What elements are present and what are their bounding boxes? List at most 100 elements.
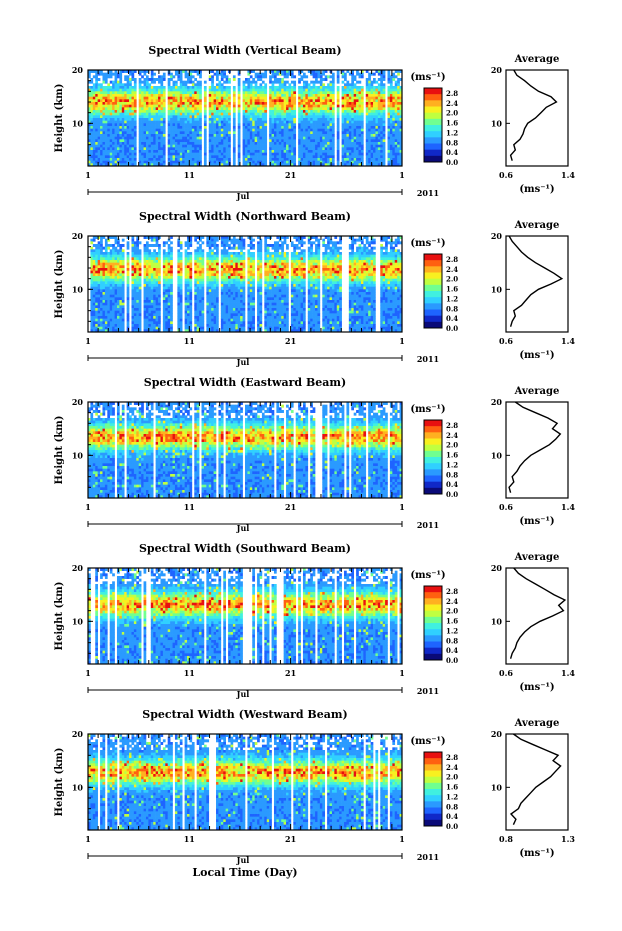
heatmap-cell: [148, 260, 152, 263]
heatmap-cell: [143, 139, 147, 143]
heatmap-cell: [278, 104, 282, 108]
heatmap-cell: [356, 115, 359, 119]
heatmap-cell: [223, 102, 226, 105]
heatmap-cell: [138, 313, 142, 317]
heatmap-cell: [150, 75, 154, 79]
heatmap-cell: [370, 152, 374, 156]
heatmap-cell: [133, 147, 137, 151]
heatmap-cell: [290, 94, 294, 97]
heatmap-cell: [100, 286, 103, 290]
heatmap-cell: [281, 102, 284, 105]
heatmap-cell: [187, 163, 190, 167]
heatmap-cell: [307, 86, 311, 89]
heatmap-cell: [174, 163, 178, 167]
heatmap-cell: [365, 139, 369, 143]
heatmap-cell: [97, 160, 101, 164]
heatmap-cell: [264, 163, 268, 167]
heatmap-cell: [281, 104, 284, 108]
heatmap-cell: [124, 88, 127, 92]
heatmap-cell: [172, 134, 176, 137]
heatmap-cell: [351, 86, 354, 89]
heatmap-cell: [167, 131, 171, 135]
heatmap-cell: [356, 99, 359, 103]
heatmap-cell: [97, 158, 101, 161]
heatmap-cell: [119, 91, 123, 95]
heatmap-cell: [348, 120, 352, 124]
heatmap-cell: [97, 128, 101, 132]
heatmap-cell: [90, 276, 94, 279]
heatmap-cell: [307, 150, 311, 153]
heatmap-cell: [155, 78, 159, 81]
heatmap-cell: [290, 72, 294, 76]
heatmap-cell: [288, 155, 292, 159]
heatmap-cell: [261, 80, 265, 84]
heatmap-cell: [261, 144, 265, 148]
heatmap-cell: [116, 104, 120, 108]
heatmap-cell: [368, 94, 371, 97]
heatmap-cell: [237, 136, 241, 140]
heatmap-cell: [375, 70, 379, 73]
heatmap-cell: [100, 249, 103, 253]
heatmap-cell: [162, 123, 166, 127]
heatmap-cell: [281, 139, 284, 143]
heatmap-cell: [150, 104, 154, 108]
heatmap-cell: [286, 158, 289, 161]
heatmap-cell: [97, 70, 101, 73]
heatmap-cell: [133, 163, 137, 167]
heatmap-cell: [377, 104, 381, 108]
heatmap-cell: [95, 104, 98, 108]
heatmap-cell: [104, 318, 108, 322]
heatmap-cell: [257, 128, 260, 132]
heatmap-cell: [203, 88, 207, 92]
heatmap-cell: [131, 302, 135, 306]
heatmap-cell: [148, 310, 152, 314]
heatmap-cell: [109, 152, 113, 156]
heatmap-cell: [389, 126, 393, 129]
heatmap-cell: [264, 120, 268, 124]
heatmap-cell: [331, 163, 335, 167]
heatmap-cell: [208, 144, 212, 148]
heatmap-cell: [237, 150, 241, 153]
heatmap-cell: [228, 142, 231, 145]
heatmap-cell: [211, 128, 214, 132]
heatmap-cell: [360, 107, 364, 111]
heatmap-cell: [211, 147, 214, 151]
heatmap-cell: [254, 75, 258, 79]
heatmap-cell: [131, 72, 135, 76]
heatmap-cell: [392, 136, 396, 140]
heatmap-cell: [208, 139, 212, 143]
heatmap-cell: [213, 107, 217, 111]
heatmap-cell: [88, 123, 91, 127]
heatmap-cell: [365, 150, 369, 153]
heatmap-cell: [353, 78, 357, 81]
heatmap-cell: [158, 107, 161, 111]
heatmap-cell: [131, 144, 135, 148]
heatmap-cell: [300, 110, 304, 113]
heatmap-cell: [394, 134, 398, 137]
heatmap-cell: [129, 150, 132, 153]
heatmap-cell: [249, 94, 253, 97]
heatmap-cell: [382, 102, 386, 105]
heatmap-cell: [331, 118, 335, 121]
heatmap-cell: [218, 94, 222, 97]
heatmap-cell: [88, 131, 91, 135]
heatmap-cell: [208, 147, 212, 151]
heatmap-cell: [177, 134, 181, 137]
heatmap-cell: [109, 160, 113, 164]
heatmap-cell: [121, 289, 125, 293]
heatmap-cell: [237, 126, 241, 129]
heatmap-cell: [158, 268, 161, 271]
heatmap-cell: [145, 318, 149, 322]
heatmap-cell: [196, 88, 200, 92]
heatmap-cell: [394, 102, 398, 105]
heatmap-cell: [273, 94, 277, 97]
heatmap-cell: [225, 115, 229, 119]
heatmap-cell: [179, 144, 183, 148]
heatmap-cell: [116, 270, 120, 274]
heatmap-cell: [116, 286, 120, 290]
heatmap-cell: [283, 88, 287, 92]
heatmap-cell: [167, 150, 171, 153]
heatmap-cell: [232, 150, 236, 153]
heatmap-cell: [107, 313, 111, 317]
heatmap-cell: [290, 75, 294, 79]
